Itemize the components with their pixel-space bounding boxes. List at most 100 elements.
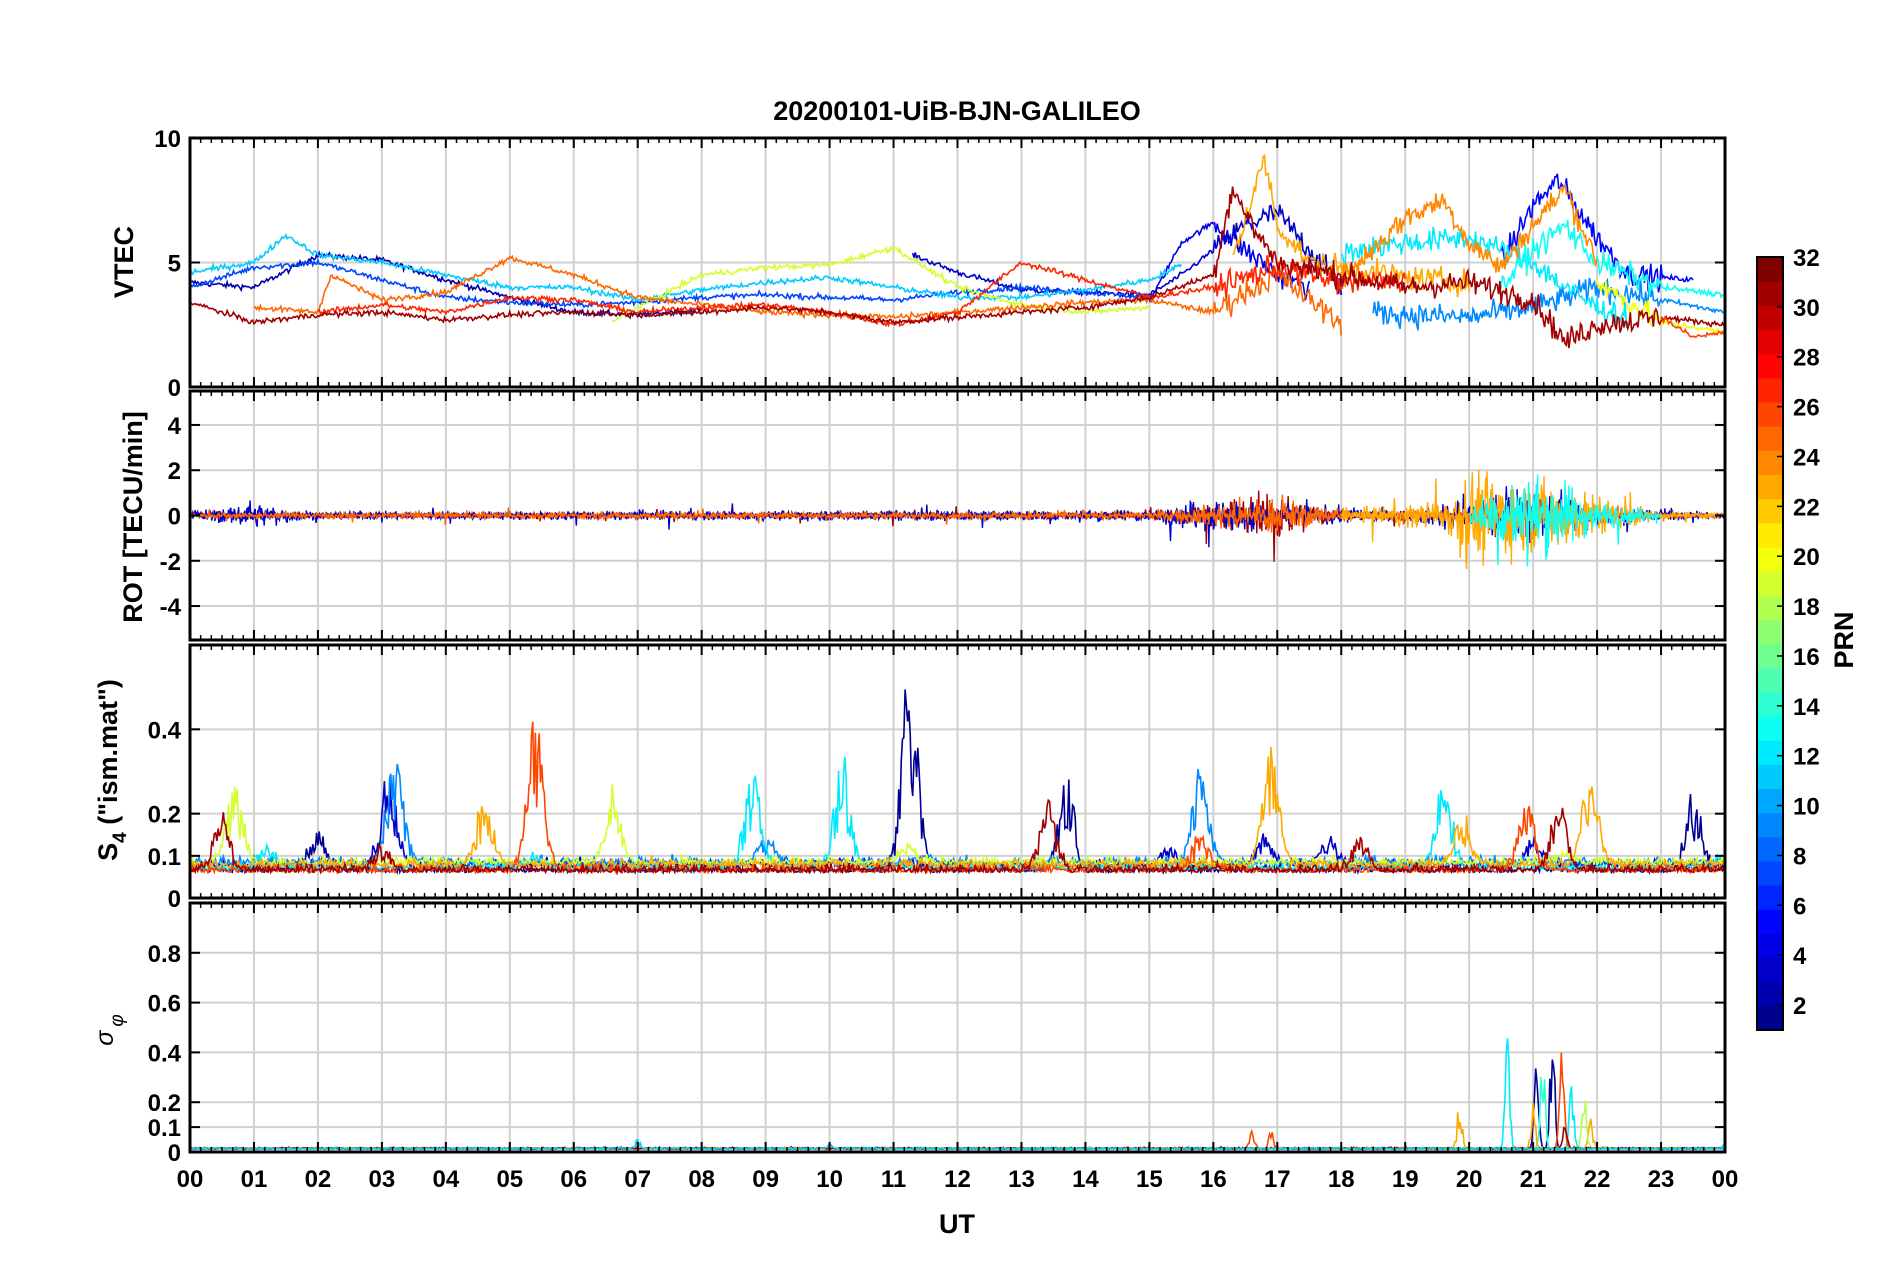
vtec-series-line: [190, 186, 1725, 349]
y-tick-label: 0.8: [148, 941, 181, 968]
x-tick-label: 23: [1648, 1166, 1675, 1193]
vtec-series-line: [1372, 277, 1725, 331]
colorbar-tick-label: 10: [1793, 794, 1820, 821]
y-tick-label: 0.2: [148, 802, 181, 829]
colorbar-swatch: [1757, 691, 1783, 717]
y-tick-label: 0: [168, 886, 181, 913]
vtec-series-line: [1340, 182, 1598, 289]
y-tick-label: 0: [168, 504, 181, 531]
colorbar-swatch: [1757, 571, 1783, 596]
y-tick-label: -4: [160, 594, 182, 621]
vtec-series-line: [1500, 173, 1694, 293]
vtec-series-line: [1660, 315, 1725, 339]
x-tick-label: 15: [1136, 1166, 1163, 1193]
colorbar-swatch: [1757, 619, 1783, 645]
x-tick-label: 22: [1584, 1166, 1611, 1193]
x-tick-label: 00: [177, 1166, 204, 1193]
x-tick-label: 12: [944, 1166, 971, 1193]
panel-S4-series: [190, 689, 1725, 876]
colorbar-swatch: [1757, 860, 1783, 886]
colorbar-swatch: [1757, 281, 1783, 306]
y-tick-label: 2: [168, 458, 181, 485]
s4-axis-label-sub: 4: [110, 832, 131, 843]
x-tick-label: 09: [752, 1166, 779, 1193]
colorbar-swatch: [1757, 957, 1783, 983]
s4-axis-label-main: S: [93, 843, 123, 861]
y-tick-label: 0.4: [148, 1040, 182, 1067]
panel-ROT-series: [190, 470, 1725, 570]
y-tick-label: 0.1: [148, 844, 181, 871]
colorbar-swatch: [1757, 812, 1783, 838]
vtec-series-line: [1148, 221, 1311, 303]
x-tick-label: 04: [432, 1166, 459, 1193]
colorbar-swatch: [1757, 981, 1783, 1007]
colorbar-swatch: [1757, 546, 1783, 572]
sigma-phi-axis-label: σφ: [91, 1014, 128, 1045]
y-tick-label: -2: [160, 549, 181, 576]
x-tick-label: 06: [560, 1166, 587, 1193]
s4-series-line: [190, 784, 1725, 868]
y-tick-label: 4: [168, 413, 182, 440]
colorbar-tick-label: 22: [1793, 494, 1820, 521]
colorbar-tick-label: 30: [1793, 295, 1820, 322]
colorbar-swatch: [1757, 305, 1783, 331]
colorbar-swatch: [1757, 909, 1783, 934]
x-tick-label: 03: [369, 1166, 396, 1193]
colorbar-swatch: [1757, 257, 1783, 282]
vtec-series-line: [611, 245, 1150, 323]
colorbar-swatch: [1757, 1005, 1783, 1031]
colorbar-label: PRN: [1829, 611, 1859, 668]
y-tick-label: 10: [154, 126, 181, 153]
colorbar-swatch: [1757, 667, 1783, 693]
x-tick-label: 13: [1008, 1166, 1035, 1193]
vtec-axis-label: VTEC: [109, 226, 139, 298]
x-tick-label: 14: [1072, 1166, 1099, 1193]
colorbar-swatch: [1757, 885, 1783, 910]
s4-axis-label-rest: ("ism.mat"): [93, 679, 123, 832]
colorbar-tick-label: 14: [1793, 694, 1820, 721]
colorbar-swatch: [1757, 377, 1783, 403]
vtec-series-line: [1500, 219, 1725, 300]
colorbar-swatch: [1757, 595, 1783, 620]
x-tick-label: 17: [1264, 1166, 1291, 1193]
y-tick-label: 5: [168, 251, 181, 278]
colorbar-tick-label: 2: [1793, 993, 1806, 1020]
x-tick-label: 05: [496, 1166, 523, 1193]
colorbar-frame: [1756, 256, 1784, 1031]
colorbar-swatch: [1757, 715, 1783, 741]
vtec-series-line: [190, 232, 1183, 303]
y-tick-label: 0.2: [148, 1090, 181, 1117]
colorbar-swatch: [1757, 933, 1783, 959]
x-tick-label: 21: [1520, 1166, 1547, 1193]
colorbar-swatch: [1757, 450, 1783, 476]
colorbar-swatch: [1757, 401, 1783, 427]
x-tick-label: 11: [881, 1166, 906, 1193]
colorbar-tick-label: 12: [1793, 744, 1820, 771]
sigma-axis-label-main: σ: [91, 1030, 119, 1046]
sigma-axis-label-sub: φ: [107, 1014, 128, 1026]
x-axis-label: UT: [939, 1209, 975, 1239]
vtec-series-line: [253, 254, 1342, 336]
colorbar-swatch: [1757, 329, 1783, 355]
s4-axis-label: S4 ("ism.mat"): [93, 679, 131, 861]
figure-title: 20200101-UiB-BJN-GALILEO: [773, 96, 1141, 126]
colorbar-tick-label: 16: [1793, 644, 1820, 671]
colorbar-tick-label: 24: [1793, 444, 1820, 471]
vtec-series-line: [1340, 226, 1630, 329]
colorbar-tick-label: 8: [1793, 843, 1806, 870]
rot-axis-label: ROT [TECU/min]: [118, 411, 148, 622]
colorbar-swatch: [1757, 788, 1783, 814]
colorbar-tick-label: 18: [1793, 594, 1820, 621]
x-tick-label: 10: [816, 1166, 843, 1193]
colorbar-swatch: [1757, 498, 1783, 524]
y-tick-label: 0.4: [148, 717, 182, 744]
colorbar-swatch: [1757, 740, 1783, 765]
y-tick-label: 0: [168, 375, 181, 402]
y-tick-label: 0: [168, 1140, 181, 1167]
x-tick-label: 01: [241, 1166, 268, 1193]
y-tick-label: 0.6: [148, 991, 181, 1018]
colorbar-swatch: [1757, 836, 1783, 862]
s4-series-line: [190, 798, 1725, 876]
